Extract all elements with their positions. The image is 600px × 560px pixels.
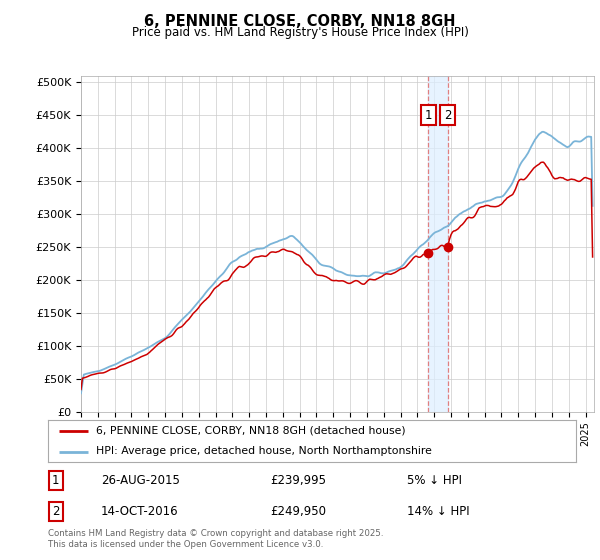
- Text: 6, PENNINE CLOSE, CORBY, NN18 8GH: 6, PENNINE CLOSE, CORBY, NN18 8GH: [144, 14, 456, 29]
- Text: Contains HM Land Registry data © Crown copyright and database right 2025.
This d: Contains HM Land Registry data © Crown c…: [48, 529, 383, 549]
- Text: HPI: Average price, detached house, North Northamptonshire: HPI: Average price, detached house, Nort…: [95, 446, 431, 456]
- Text: £239,995: £239,995: [270, 474, 326, 487]
- Text: 2: 2: [52, 505, 59, 518]
- Bar: [428, 76, 448, 412]
- Text: 14% ↓ HPI: 14% ↓ HPI: [407, 505, 470, 518]
- Text: 6, PENNINE CLOSE, CORBY, NN18 8GH (detached house): 6, PENNINE CLOSE, CORBY, NN18 8GH (detac…: [95, 426, 405, 436]
- Text: 5% ↓ HPI: 5% ↓ HPI: [407, 474, 462, 487]
- Text: 2: 2: [444, 109, 451, 122]
- Text: 1: 1: [425, 109, 432, 122]
- Text: £249,950: £249,950: [270, 505, 326, 518]
- Text: 14-OCT-2016: 14-OCT-2016: [101, 505, 178, 518]
- Text: Price paid vs. HM Land Registry's House Price Index (HPI): Price paid vs. HM Land Registry's House …: [131, 26, 469, 39]
- Text: 1: 1: [52, 474, 59, 487]
- Text: 26-AUG-2015: 26-AUG-2015: [101, 474, 179, 487]
